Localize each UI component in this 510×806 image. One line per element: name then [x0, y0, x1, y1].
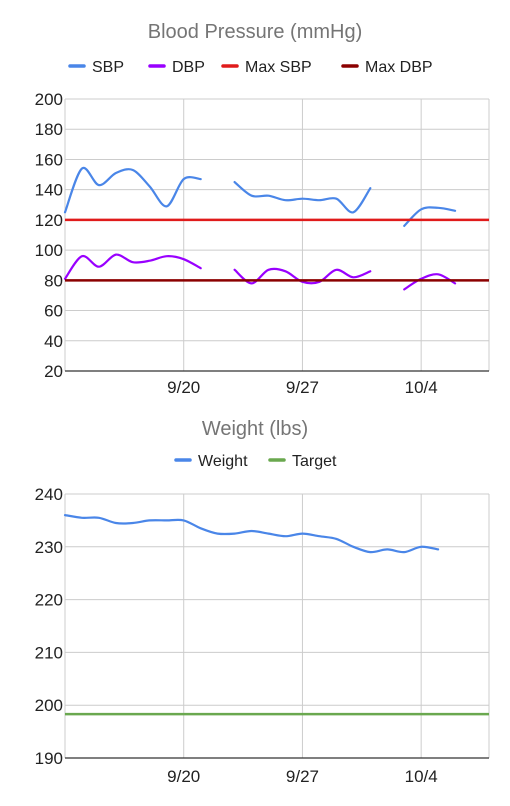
y-tick-label: 220 [35, 591, 63, 610]
x-tick-label: 10/4 [405, 767, 438, 786]
legend-label: Target [292, 453, 337, 470]
y-tick-label: 120 [35, 211, 63, 230]
x-tick-label: 9/20 [167, 767, 200, 786]
x-tick-label: 10/4 [405, 378, 438, 397]
legend-label: SBP [92, 59, 124, 76]
legend-item: SBP [68, 59, 124, 76]
y-tick-label: 80 [44, 271, 63, 290]
legend-item: Target [268, 453, 337, 470]
legend-item: Weight [174, 453, 248, 470]
series-line-weight [63, 514, 440, 554]
y-tick-label: 230 [35, 538, 63, 557]
y-tick-label: 40 [44, 332, 63, 351]
legend-item: Max SBP [221, 59, 312, 76]
legend-label: DBP [172, 59, 205, 76]
y-tick-label: 190 [35, 749, 63, 768]
legend-label: Max DBP [365, 59, 433, 76]
chart-title: Weight (lbs) [202, 418, 308, 440]
series-line-sbp [233, 181, 372, 214]
legend-label: Max SBP [245, 59, 312, 76]
series-line-dbp [63, 253, 202, 280]
y-tick-label: 100 [35, 241, 63, 260]
x-tick-label: 9/27 [286, 378, 319, 397]
series-line-dbp [403, 273, 457, 291]
blood-pressure-chart: Blood Pressure (mmHg) SBP DBP Max SBP Max DB… [0, 0, 510, 400]
series-line-sbp [63, 166, 202, 214]
weight-chart-svg: Weight (lbs) Weight Target 190 200 210 220 230 2… [35, 418, 490, 786]
y-tick-label: 210 [35, 643, 63, 662]
legend-item: Max DBP [341, 59, 433, 76]
chart-title: Blood Pressure (mmHg) [148, 21, 363, 43]
y-tick-label: 140 [35, 181, 63, 200]
y-tick-label: 200 [35, 90, 63, 109]
x-tick-label: 9/20 [167, 378, 200, 397]
legend-item: DBP [148, 59, 205, 76]
series-line-sbp [403, 206, 457, 227]
y-tick-label: 20 [44, 362, 63, 381]
legend-label: Weight [198, 453, 248, 470]
y-tick-label: 240 [35, 485, 63, 504]
x-tick-label: 9/27 [286, 767, 319, 786]
y-tick-label: 200 [35, 696, 63, 715]
y-tick-label: 60 [44, 302, 63, 321]
y-tick-label: 180 [35, 120, 63, 139]
blood-pressure-chart-svg: Blood Pressure (mmHg) SBP DBP Max SBP Max DB… [35, 21, 490, 397]
weight-chart: Weight (lbs) Weight Target 190 200 210 220 230 2… [0, 408, 510, 806]
y-tick-label: 160 [35, 150, 63, 169]
